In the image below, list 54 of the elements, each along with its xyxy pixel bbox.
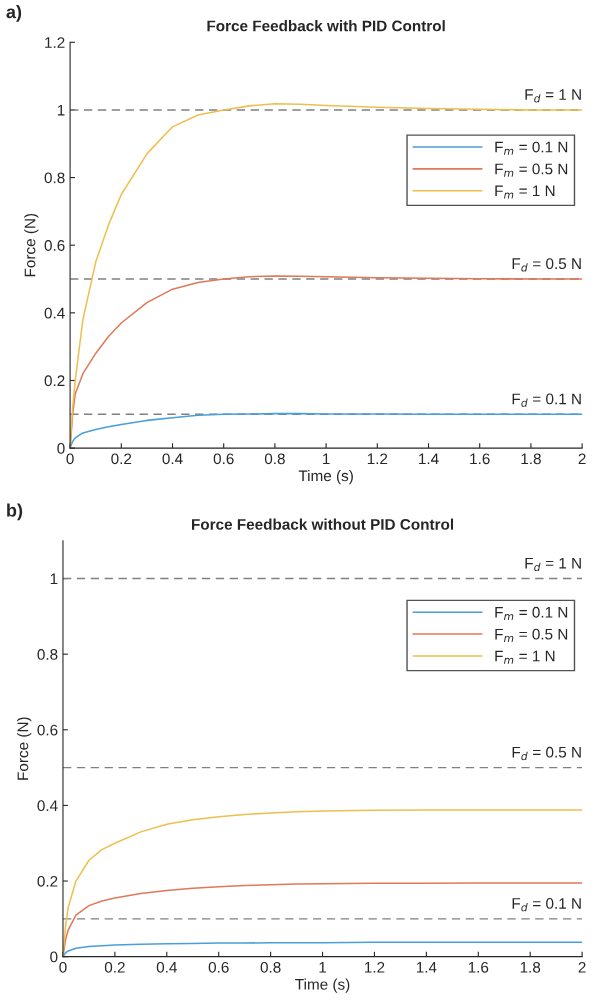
y-tick-label: 0.2	[44, 375, 65, 387]
legend-label: F$_{m}$ = 1 N	[495, 185, 555, 199]
text: a)	[6, 5, 22, 22]
x-tick-label: 0.6	[208, 961, 229, 973]
x-tick-label: 2	[578, 453, 586, 465]
ref-line-label: F$_{d}$ = 1 N	[525, 557, 581, 572]
y-tick-label: 0.6	[44, 240, 65, 251]
ref-line-label: F$_{d}$ = 0.1 N	[512, 393, 581, 407]
chart-title: Force Feedback without PID Control	[192, 518, 454, 530]
ref-line-label: F$_{d}$ = 1 N	[525, 89, 581, 103]
ref-line-label: F$_{d}$ = 0.5 N	[512, 746, 581, 761]
y-tick-label: 1	[57, 104, 65, 116]
text: b)	[7, 503, 23, 521]
chart-title: Force Feedback with PID Control	[207, 20, 445, 32]
legend-label: F$_{m}$ = 0.5 N	[495, 628, 568, 642]
y-tick-label: 1.2	[45, 37, 65, 48]
x-tick-label: 1.2	[365, 961, 385, 973]
x-tick-label: 1.4	[419, 453, 439, 465]
y-tick-label: 0	[50, 951, 58, 963]
x-tick-label: 1.8	[520, 961, 541, 973]
y-tick-label: 0.4	[44, 307, 65, 319]
legend-label: F$_{m}$ = 0.5 N	[495, 163, 568, 177]
x-tick-label: 0.2	[104, 961, 125, 973]
x-tick-label: 0.4	[162, 453, 183, 465]
x-tick-label: 0.6	[213, 453, 234, 465]
x-tick-label: 0	[66, 453, 74, 465]
x-tick-label: 1.2	[367, 453, 388, 465]
y-tick-label: 0.4	[37, 800, 58, 812]
x-tick-label: 1.8	[521, 453, 541, 465]
y-tick-label: 1	[50, 573, 58, 585]
legend-label: F$_{m}$ = 0.1 N	[495, 141, 568, 155]
x-tick-label: 0.2	[111, 453, 132, 465]
y-tick-label: 0	[57, 442, 65, 454]
ref-line-label: F$_{d}$ = 0.5 N	[512, 258, 581, 272]
x-tick-label: 1.6	[470, 453, 490, 465]
legend-label: F$_{m}$ = 1 N	[495, 650, 555, 664]
x-tick-label: 1.6	[468, 961, 489, 973]
y-axis-title: Force (N)	[17, 717, 32, 780]
x-tick-label: 1	[319, 962, 327, 973]
x-tick-label: 1.4	[416, 962, 437, 973]
y-tick-label: 0.6	[37, 724, 58, 736]
x-tick-label: 0.8	[260, 961, 281, 973]
x-axis-title: Time (s)	[295, 978, 350, 993]
x-tick-label: 0.4	[156, 961, 177, 973]
y-tick-label: 0.2	[37, 875, 58, 887]
y-tick-label: 0.8	[44, 172, 65, 184]
y-tick-label: 0.8	[37, 649, 58, 660]
x-tick-label: 1	[323, 453, 330, 465]
x-tick-label: 0.8	[264, 453, 285, 465]
legend-label: F$_{m}$ = 0.1 N	[495, 606, 568, 621]
y-axis-title: Force (N)	[24, 213, 39, 277]
x-axis-title: Time (s)	[298, 470, 353, 485]
x-tick-label: 2	[578, 961, 586, 973]
ref-line-label: F$_{d}$ = 0.1 N	[512, 898, 581, 912]
